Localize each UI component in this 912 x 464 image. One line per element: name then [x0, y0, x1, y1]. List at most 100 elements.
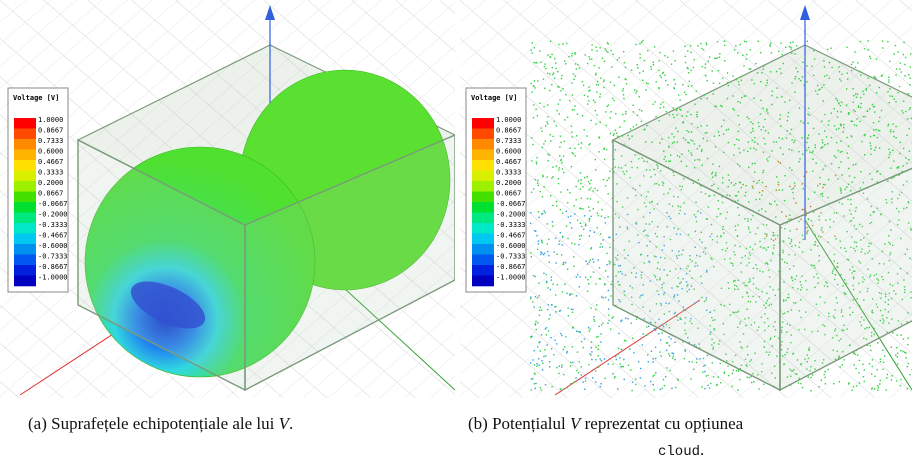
cloud-point — [766, 109, 767, 110]
cloud-point — [678, 380, 679, 381]
cloud-point — [536, 366, 537, 367]
cloud-point — [772, 91, 773, 92]
cloud-point — [740, 44, 741, 45]
cloud-point — [603, 81, 604, 82]
cloud-point — [765, 130, 766, 131]
cloud-point — [538, 283, 539, 284]
cloud-point — [735, 183, 736, 184]
cloud-point — [733, 370, 734, 371]
cloud-point — [591, 44, 592, 45]
cloud-point — [874, 150, 875, 151]
cloud-point — [691, 123, 692, 124]
cloud-point — [533, 85, 534, 86]
cloud-point — [753, 181, 754, 182]
cloud-point — [534, 87, 535, 88]
cloud-point — [756, 199, 757, 200]
cloud-point — [705, 75, 706, 76]
legend-swatch — [472, 192, 494, 203]
cloud-point — [750, 49, 751, 50]
cloud-point — [888, 77, 889, 78]
cloud-point — [703, 138, 704, 139]
cloud-point — [777, 87, 778, 88]
cloud-point — [902, 351, 903, 352]
cloud-point — [854, 124, 855, 125]
cloud-point — [654, 46, 655, 47]
cloud-point — [571, 294, 572, 295]
cloud-point — [903, 148, 904, 149]
cloud-point — [885, 389, 886, 390]
cloud-point — [634, 89, 635, 90]
cloud-point — [677, 131, 678, 132]
cloud-point — [593, 208, 594, 209]
cloud-point — [546, 327, 547, 328]
cloud-point — [715, 172, 716, 173]
cloud-point — [741, 187, 742, 188]
cloud-point — [808, 147, 809, 148]
cloud-point — [800, 383, 801, 384]
cloud-point — [595, 309, 596, 310]
cloud-point — [723, 134, 724, 135]
cloud-point — [541, 240, 542, 241]
cloud-point — [685, 62, 686, 63]
cloud-point — [729, 195, 730, 196]
cloud-point — [671, 64, 672, 65]
cloud-point — [908, 363, 909, 364]
cloud-point — [760, 81, 761, 82]
cloud-point — [740, 102, 741, 103]
cloud-point — [852, 181, 853, 182]
cloud-point — [882, 47, 883, 48]
cloud-point — [535, 321, 536, 322]
cloud-point — [907, 366, 908, 367]
cloud-point — [541, 334, 542, 335]
cloud-point — [904, 352, 905, 353]
cloud-point — [897, 334, 898, 335]
legend-swatch — [472, 234, 494, 245]
cloud-point — [605, 222, 606, 223]
cloud-point — [541, 131, 542, 132]
cloud-point — [551, 178, 552, 179]
cloud-point — [608, 177, 609, 178]
cloud-point — [541, 253, 542, 254]
cloud-point — [796, 45, 797, 46]
cloud-point — [680, 109, 681, 110]
cloud-point — [591, 247, 592, 248]
cloud-point — [868, 49, 869, 50]
cloud-point — [536, 235, 537, 236]
cloud-point — [593, 271, 594, 272]
cloud-point — [598, 367, 599, 368]
cloud-point — [645, 89, 646, 90]
cloud-point — [675, 60, 676, 61]
cloud-point — [594, 321, 595, 322]
cloud-point — [633, 126, 634, 127]
cloud-point — [564, 346, 565, 347]
cloud-point — [530, 296, 531, 297]
cloud-point — [791, 53, 792, 54]
cloud-point — [550, 140, 551, 141]
cloud-point — [766, 85, 767, 86]
cloud-point — [829, 62, 830, 63]
cloud-point — [746, 58, 747, 59]
cloud-point — [780, 147, 781, 148]
cloud-point — [694, 160, 695, 161]
cloud-point — [706, 44, 707, 45]
legend: Voltage [V]1.00000.86670.73330.60000.466… — [8, 88, 68, 292]
cloud-point — [610, 295, 611, 296]
legend-label: -0.6000 — [496, 242, 526, 250]
cloud-point — [652, 361, 653, 362]
cloud-point — [574, 243, 575, 244]
cloud-point — [872, 359, 873, 360]
cloud-point — [625, 317, 626, 318]
cloud-point — [717, 57, 718, 58]
cloud-point — [627, 135, 628, 136]
cloud-point — [679, 99, 680, 100]
legend-label: -0.3333 — [38, 221, 68, 229]
cloud-point — [770, 42, 771, 43]
cloud-point — [625, 79, 626, 80]
cloud-point — [539, 295, 540, 296]
cloud-point — [532, 301, 533, 302]
cloud-point — [548, 318, 549, 319]
cloud-point — [598, 136, 599, 137]
cloud-point — [561, 254, 562, 255]
cloud-point — [780, 114, 781, 115]
cloud-point — [790, 49, 791, 50]
